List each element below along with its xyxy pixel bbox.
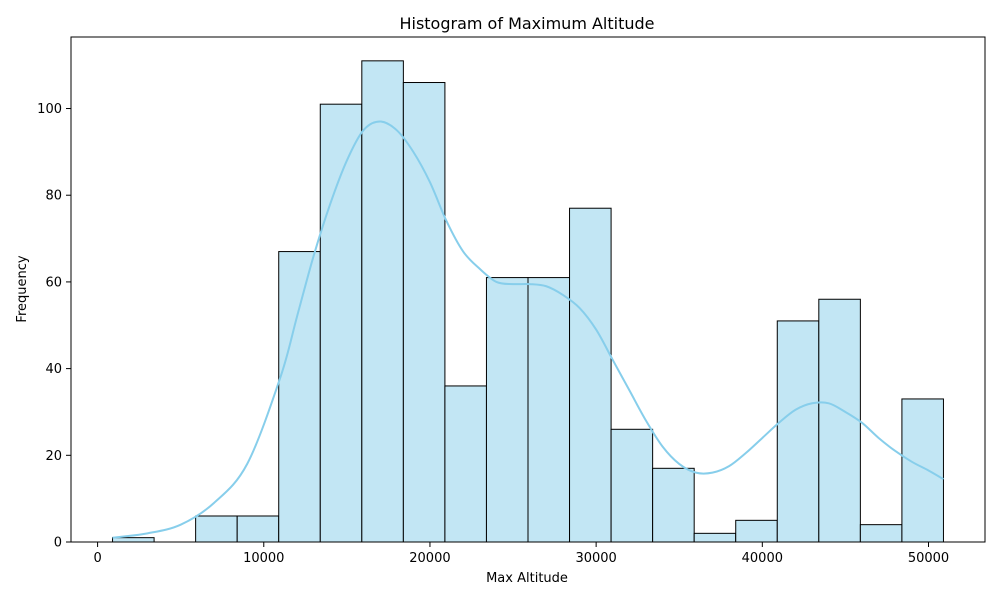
histogram-bar-14 [693,532,737,543]
histogram-bar-17 [818,298,861,543]
histogram-bar-4 [278,251,321,543]
histogram-bar-10 [527,277,571,543]
histogram-bar-0 [112,537,155,543]
x-tick-label-2: 20000 [409,551,450,566]
x-tick-label-3: 30000 [575,551,616,566]
histogram-bar-19 [901,398,944,543]
x-tick-label-5: 50000 [908,551,949,566]
histogram-bar-7 [402,82,446,543]
x-tick-label-4: 40000 [742,551,783,566]
y-axis-title: Frequency [15,255,30,322]
x-axis-title: Max Altitude [486,571,568,586]
histogram-bar-16 [776,320,820,543]
x-axis-ticks: 0 10000 20000 30000 40000 50000 [93,542,949,566]
y-tick-label-0: 0 [54,536,62,551]
plot-frame [70,36,986,543]
histogram-bar-6 [361,60,404,543]
histogram-bar-8 [444,385,487,543]
y-tick-label-2: 40 [45,362,62,377]
histogram-bar-3 [236,515,280,543]
chart-title: Histogram of Maximum Altitude [399,14,654,33]
y-tick-label-3: 60 [45,275,62,290]
x-tick-label-1: 10000 [243,551,284,566]
x-tick-label-0: 0 [93,551,101,566]
histogram-bar-12 [610,428,654,543]
histogram-bar-9 [485,277,529,543]
y-tick-label-5: 100 [37,102,62,117]
histogram-bar-13 [652,467,695,543]
histogram-bar-5 [319,103,363,543]
histogram-bar-15 [735,519,778,543]
y-tick-label-1: 20 [45,449,62,464]
histogram-bars [112,60,944,543]
histogram-bar-11 [569,207,612,543]
y-tick-label-4: 80 [45,189,62,204]
y-axis-ticks: 0 20 40 60 80 100 [37,102,71,551]
kde-line [112,120,944,539]
histogram-bar-18 [859,524,903,543]
histogram-bar-2 [195,515,238,543]
